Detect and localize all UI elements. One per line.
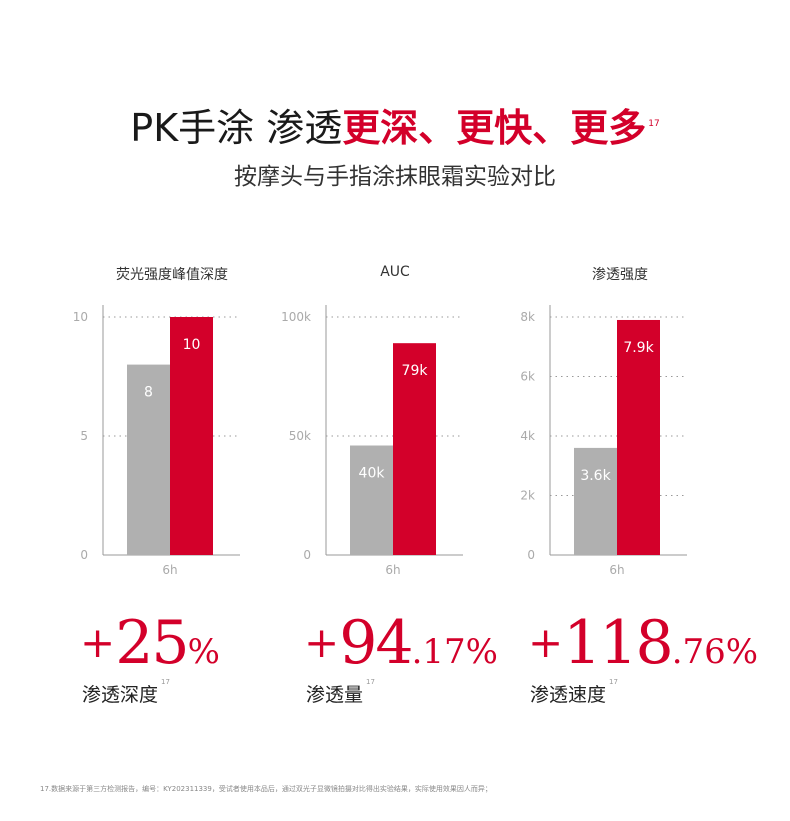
page-title: PK手涂 渗透更深、更快、更多 17: [0, 104, 790, 152]
y-tick-label: 0: [80, 548, 88, 562]
title-prefix: PK手涂 渗透: [130, 106, 343, 150]
chart-auc: 0 50k 100k 40k 79k 6h: [281, 305, 463, 577]
stat-decimal: .17%: [411, 632, 498, 672]
bar-value-label: 10: [183, 337, 201, 353]
stat-depth: +25%: [80, 608, 220, 678]
stat-reference: 17: [161, 678, 170, 686]
y-tick-label: 100k: [281, 310, 311, 324]
title-reference: 17: [648, 119, 660, 129]
stat-decimal: %: [187, 632, 220, 672]
y-tick-label: 5: [80, 429, 88, 443]
bar-value-label: 79k: [402, 363, 429, 379]
chart-title-intensity: 渗透强度: [592, 267, 648, 283]
stat-label-text: 渗透深度: [82, 684, 159, 706]
y-tick-label: 0: [527, 548, 535, 562]
bar-value-label: 7.9k: [623, 340, 654, 356]
bar-massage-head: [393, 343, 436, 555]
chart-title-auc: AUC: [380, 264, 410, 280]
page-subtitle: 按摩头与手指涂抹眼霜实验对比: [234, 164, 556, 190]
stat-label-depth: 渗透深度17: [82, 678, 170, 707]
bar-massage-head: [170, 317, 213, 555]
bar-massage-head: [617, 319, 660, 555]
bar-value-label: 8: [144, 385, 153, 401]
stat-label-speed: 渗透速度17: [530, 678, 618, 707]
bar-finger: [350, 445, 393, 555]
chart-intensity: 0 2k 4k 6k 8k 3.6k 7.9k 6h: [520, 305, 687, 577]
stat-label-text: 渗透量: [306, 684, 364, 706]
stat-speed: +118.76%: [528, 608, 758, 678]
stat-label-amount: 渗透量17: [306, 678, 375, 707]
y-tick-label: 8k: [520, 310, 535, 324]
footnote: 17.数据来源于第三方检测报告，编号：KY202311339，受试者使用本品后，…: [40, 785, 492, 793]
bar-finger: [574, 447, 617, 555]
stat-plus: +: [528, 618, 564, 667]
y-tick-label: 2k: [520, 489, 535, 503]
stat-number: 94: [339, 608, 413, 678]
y-tick-label: 6k: [520, 370, 535, 384]
bar-finger: [127, 364, 170, 555]
stat-reference: 17: [366, 678, 375, 686]
chart-title-depth: 荧光强度峰值深度: [116, 267, 228, 283]
stat-number: 118: [563, 608, 674, 678]
bar-value-label: 3.6k: [580, 468, 611, 484]
stat-decimal: .76%: [671, 632, 759, 672]
stat-plus: +: [80, 618, 116, 667]
stat-number: 25: [115, 608, 189, 678]
stat-reference: 17: [609, 678, 618, 686]
y-tick-label: 50k: [289, 429, 311, 443]
bar-value-label: 40k: [359, 466, 386, 482]
y-tick-label: 10: [73, 310, 88, 324]
stat-label-text: 渗透速度: [530, 684, 607, 706]
y-tick-label: 4k: [520, 429, 535, 443]
x-tick-label: 6h: [609, 563, 624, 577]
x-tick-label: 6h: [385, 563, 400, 577]
x-tick-label: 6h: [162, 563, 177, 577]
chart-depth: 0 5 10 8 10 6h: [73, 305, 240, 577]
stat-plus: +: [304, 618, 340, 667]
stat-amount: +94.17%: [304, 608, 498, 678]
y-tick-label: 0: [303, 548, 311, 562]
title-highlight: 更深、更快、更多: [342, 106, 647, 150]
